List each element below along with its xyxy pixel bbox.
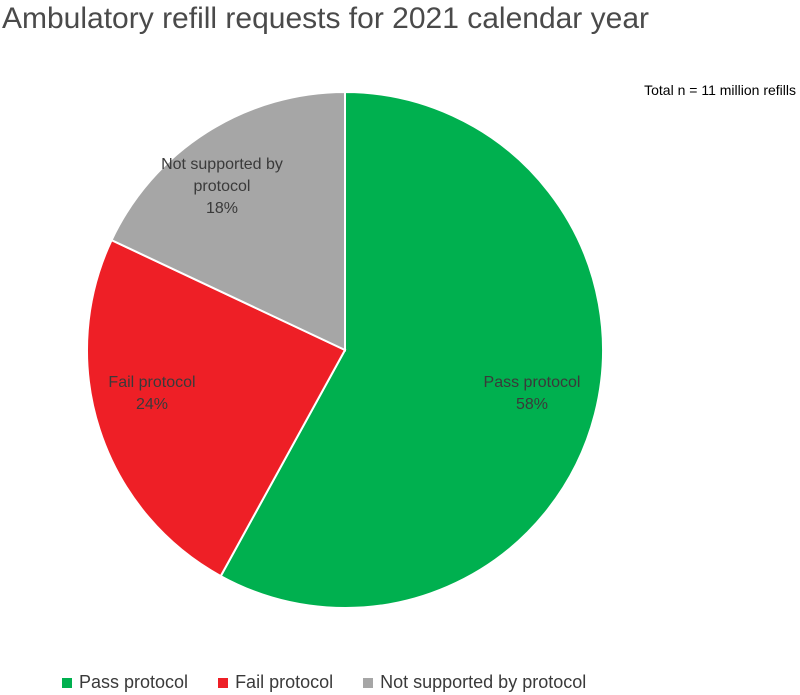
legend-swatch-fail <box>218 677 229 688</box>
legend-swatch-pass <box>62 677 72 688</box>
chart-legend: Pass protocol Fail protocol Not supporte… <box>62 672 586 693</box>
pie-slice-not-supported <box>110 90 346 352</box>
legend-swatch-not-supported <box>363 677 374 688</box>
legend-item-fail: Fail protocol <box>218 672 333 693</box>
total-annotation: Total n = 11 million refills <box>644 82 796 98</box>
legend-label-not-supported: Not supported by protocol <box>380 672 587 692</box>
pie-slice-pass <box>219 90 604 609</box>
data-label-pass: Pass protocol 58% <box>484 374 581 413</box>
legend-label-fail: Fail protocol <box>235 672 334 692</box>
legend-label-pass: Pass protocol <box>79 672 189 692</box>
legend-item-not-supported: Not supported by protocol <box>363 672 586 693</box>
pie-slice-fail <box>86 238 347 578</box>
legend-item-pass: Pass protocol <box>62 672 188 693</box>
data-label-not-supported: Not supported by protocol 18% <box>161 156 283 217</box>
data-label-fail: Fail protocol 24% <box>108 374 195 413</box>
chart-title: Ambulatory refill requests for 2021 cale… <box>2 2 649 35</box>
